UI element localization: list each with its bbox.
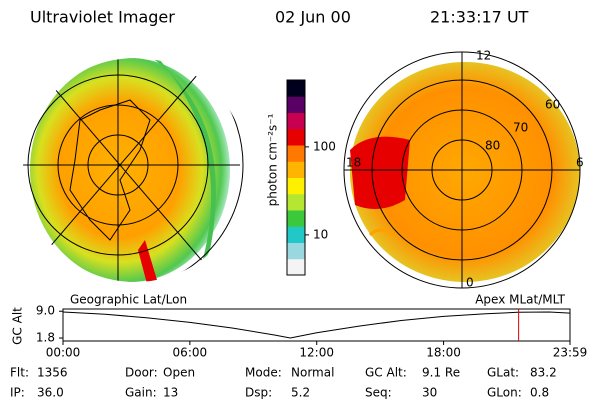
- altitude-line: [62, 311, 571, 339]
- right-panel-label: Apex MLat/MLT: [475, 293, 565, 307]
- mlt-label: 6: [576, 156, 584, 170]
- colorbar-segment: [287, 242, 305, 260]
- info-label: Seq:: [365, 386, 392, 400]
- colorbar-tick-label: 100: [313, 139, 336, 153]
- colorbar-label: photon cm⁻²s⁻¹: [266, 113, 280, 206]
- info-label: Door:: [125, 366, 158, 380]
- info-label: GC Alt:: [365, 366, 407, 380]
- info-value: Open: [163, 366, 195, 380]
- title: Ultraviolet Imager: [30, 8, 175, 27]
- x-tick-label: 23:59: [553, 346, 588, 360]
- info-value: 13: [163, 386, 178, 400]
- info-label: Gain:: [125, 386, 157, 400]
- colorbar-segment: [287, 145, 305, 162]
- altitude-plot: 00:00 06:00 12:00 18:00 23:59 9.0 1.8: [36, 304, 587, 360]
- info-value: 83.2: [530, 366, 557, 380]
- info-value: 9.1 Re: [422, 366, 460, 380]
- left-panel-label: Geographic Lat/Lon: [70, 293, 187, 307]
- y-tick-label: 1.8: [36, 331, 55, 345]
- colorbar-segment: [287, 161, 305, 178]
- geographic-map: [23, 58, 244, 282]
- info-label: GLat:: [487, 366, 519, 380]
- colorbar-segment: [287, 210, 305, 227]
- info-value: 0.8: [530, 386, 549, 400]
- info-label: GLon:: [487, 386, 522, 400]
- lat-label: 80: [485, 139, 500, 153]
- alt-ylabel: GC Alt: [11, 307, 25, 345]
- x-tick-label: 12:00: [299, 346, 334, 360]
- colorbar-segment: [287, 193, 305, 211]
- info-label: Mode:: [245, 366, 282, 380]
- time: 21:33:17 UT: [430, 8, 529, 27]
- mlt-label: 12: [476, 49, 491, 63]
- info-label: Dsp:: [245, 386, 272, 400]
- info-value: 30: [422, 386, 437, 400]
- date: 02 Jun 00: [275, 8, 351, 27]
- colorbar-segment: [287, 226, 305, 243]
- colorbar-tick-label: 10: [313, 227, 328, 241]
- mlt-label: 0: [466, 276, 474, 290]
- colorbar-segment: [287, 177, 305, 195]
- colorbar-frame: [286, 79, 306, 276]
- colorbar-segment: [287, 96, 305, 113]
- lat-label: 60: [545, 98, 560, 112]
- mlt-label: 18: [346, 156, 361, 170]
- colorbar-segment: [287, 112, 305, 130]
- colorbar-segment: [287, 80, 305, 97]
- colorbar: 10 100: [286, 79, 336, 276]
- colorbar-segment: [287, 258, 305, 276]
- colorbar-segment: [287, 128, 305, 146]
- magnetic-map: 60 70 80 12 18 6 0: [343, 49, 584, 290]
- lat-label: 70: [513, 121, 528, 135]
- info-value: Normal: [291, 366, 334, 380]
- y-tick-label: 9.0: [36, 304, 55, 318]
- info-label: Flt:: [10, 366, 29, 380]
- info-value: 5.2: [291, 386, 310, 400]
- info-value: 1356: [37, 366, 68, 380]
- info-value: 36.0: [37, 386, 64, 400]
- info-label: IP:: [10, 386, 25, 400]
- x-tick-label: 06:00: [173, 346, 208, 360]
- x-tick-label: 18:00: [426, 346, 461, 360]
- x-tick-label: 00:00: [46, 346, 81, 360]
- info-panel: Flt: 1356 Door: Open Mode: Normal GC Alt: 9.1 R…: [10, 366, 557, 400]
